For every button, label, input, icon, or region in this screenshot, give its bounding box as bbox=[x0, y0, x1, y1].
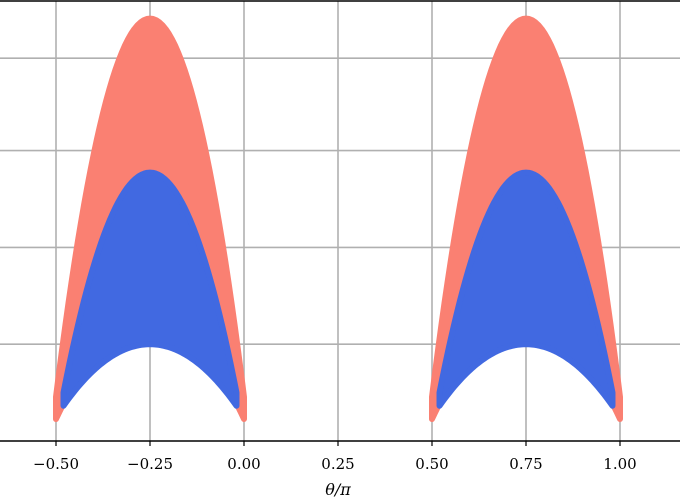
x-tick-label: −0.25 bbox=[127, 455, 173, 473]
x-axis-label: θ/π bbox=[325, 480, 351, 499]
x-tick-label: −0.50 bbox=[33, 455, 79, 473]
x-tick-label: 0.75 bbox=[509, 455, 542, 473]
x-tick-label: 1.00 bbox=[603, 455, 636, 473]
x-tick-label: 0.50 bbox=[415, 455, 448, 473]
x-ticks: −0.50 −0.25 0.00 0.25 0.50 0.75 1.00 bbox=[33, 441, 637, 473]
x-tick-label: 0.00 bbox=[227, 455, 260, 473]
x-tick-label: 0.25 bbox=[321, 455, 354, 473]
band-regions bbox=[53, 15, 623, 422]
inner-band-region bbox=[436, 169, 616, 409]
x-axis bbox=[0, 0, 680, 442]
inner-band-region bbox=[60, 169, 240, 409]
